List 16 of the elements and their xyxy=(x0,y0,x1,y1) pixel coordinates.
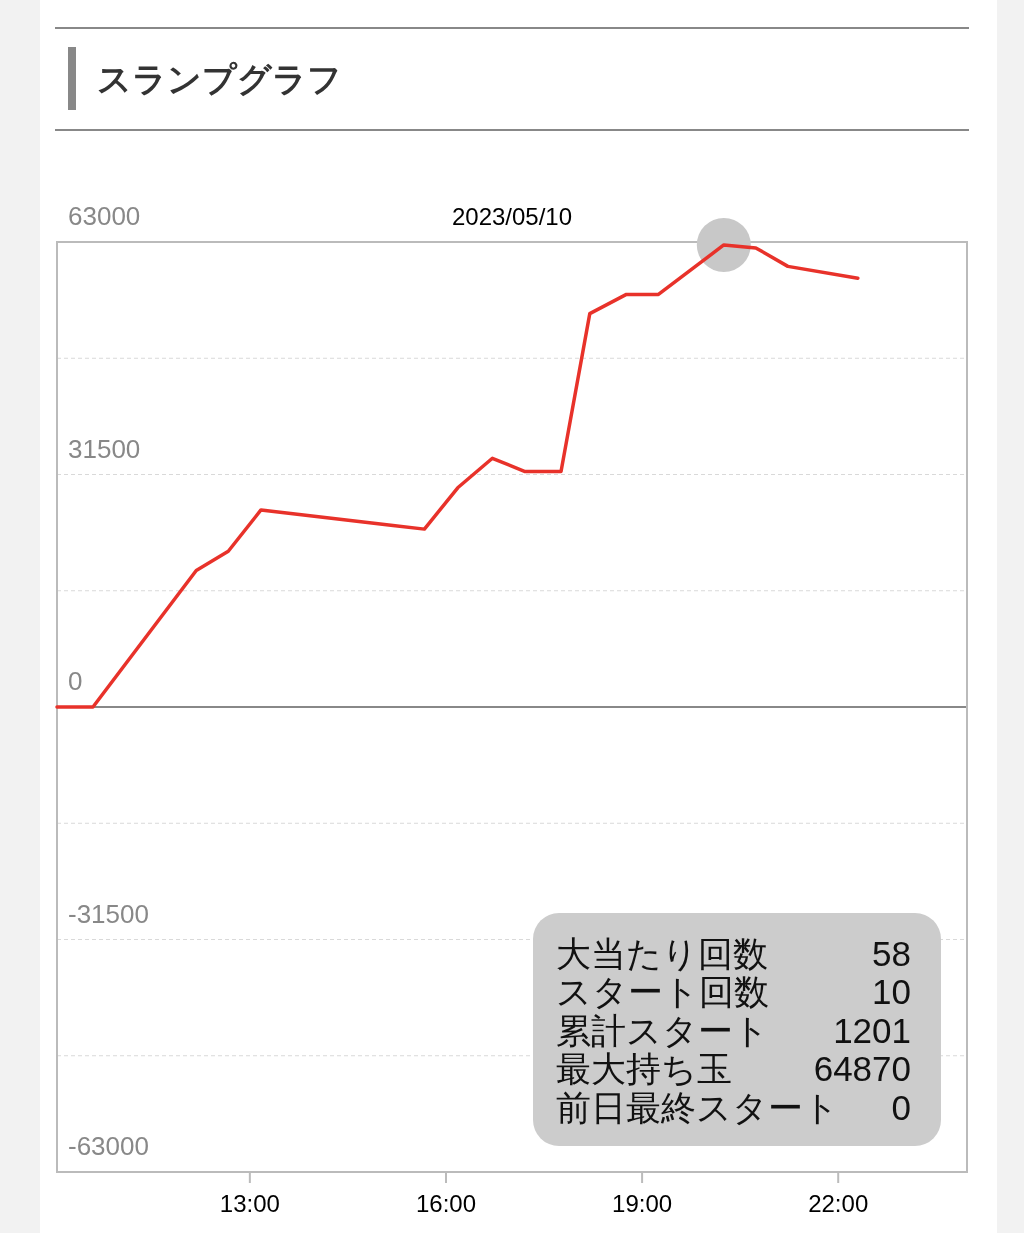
y-tick-label: 63000 xyxy=(68,201,141,231)
text: スタート回数 10 xyxy=(556,972,911,1012)
text: 前日最終スタート 0 xyxy=(556,1087,911,1127)
y-tick-label: 31500 xyxy=(68,433,141,464)
y-tick-label: 0 xyxy=(68,666,83,696)
chart-title: スランプグラフ xyxy=(97,60,342,98)
x-tick-label: 13:00 xyxy=(219,1189,280,1217)
x-tick-label: 19:00 xyxy=(612,1189,673,1217)
text: 累計スタート 1201 xyxy=(556,1010,911,1050)
chart-subtitle: 2023/05/10 xyxy=(451,202,573,230)
y-tick-label: -63000 xyxy=(68,1131,149,1161)
x-tick-label: 22:00 xyxy=(808,1189,869,1217)
text: 大当たり回数 58 xyxy=(556,933,911,973)
x-tick-label: 16:00 xyxy=(415,1189,476,1217)
y-tick-label: -31500 xyxy=(68,898,149,929)
text: 最大持ち玉 64870 xyxy=(556,1049,911,1089)
